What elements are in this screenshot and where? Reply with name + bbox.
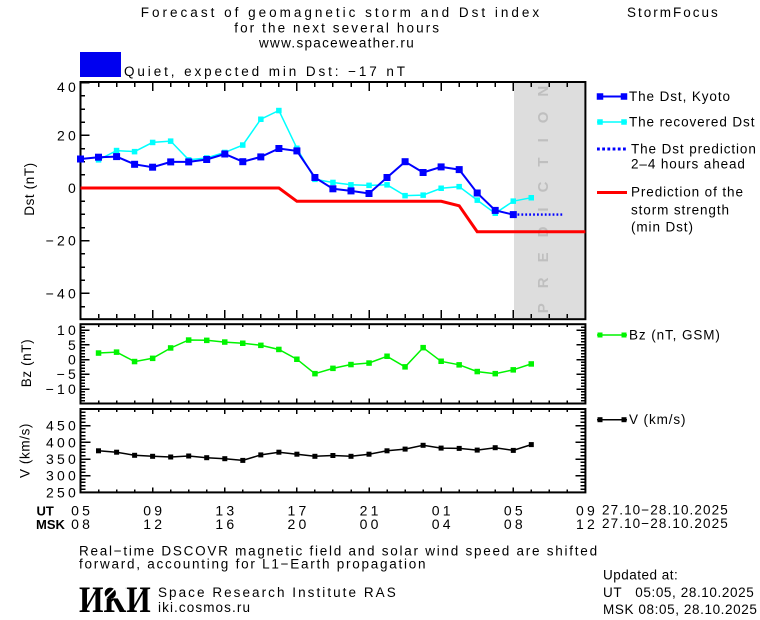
- svg-text:5: 5: [68, 337, 79, 353]
- svg-text:17: 17: [288, 503, 310, 519]
- svg-text:400: 400: [46, 434, 79, 450]
- svg-text:Dst (nT): Dst (nT): [22, 162, 37, 216]
- svg-text:www.spaceweather.ru: www.spaceweather.ru: [258, 36, 415, 51]
- svg-text:The Dst, Kyoto: The Dst, Kyoto: [629, 89, 731, 104]
- svg-text:−10: −10: [46, 381, 79, 397]
- svg-text:12: 12: [576, 516, 598, 532]
- svg-text:05: 05: [504, 503, 526, 519]
- svg-text:The recovered Dst: The recovered Dst: [629, 115, 755, 130]
- svg-text:2–4 hours ahead: 2–4 hours ahead: [631, 157, 746, 172]
- svg-text:Updated at:: Updated at:: [603, 568, 678, 583]
- svg-text:−40: −40: [46, 285, 79, 301]
- svg-text:Prediction of the: Prediction of the: [631, 185, 744, 200]
- svg-text:08: 08: [71, 516, 93, 532]
- svg-text:08: 08: [504, 516, 526, 532]
- svg-text:00: 00: [360, 516, 382, 532]
- svg-text:16: 16: [215, 516, 237, 532]
- svg-text:20: 20: [288, 516, 310, 532]
- svg-text:09: 09: [576, 503, 598, 519]
- svg-text:−20: −20: [46, 233, 79, 249]
- svg-text:forward, accounting for L1−Ear: forward, accounting for L1−Earth propaga…: [79, 557, 427, 572]
- svg-text:Forecast of geomagnetic storm: Forecast of geomagnetic storm and Dst in…: [141, 5, 542, 20]
- svg-text:20: 20: [57, 127, 79, 143]
- svg-text:Space Research Institute RAS: Space Research Institute RAS: [158, 585, 398, 600]
- svg-text:250: 250: [46, 484, 79, 500]
- svg-text:V (km/s): V (km/s): [629, 412, 686, 427]
- svg-text:MSK 08:05, 28.10.2025: MSK 08:05, 28.10.2025: [603, 602, 757, 617]
- svg-text:−5: −5: [57, 366, 79, 382]
- svg-text:UT: UT: [37, 504, 54, 519]
- svg-text:storm strength: storm strength: [631, 203, 730, 218]
- svg-text:04: 04: [432, 516, 454, 532]
- svg-text:Quiet, expected min Dst: −17 n: Quiet, expected min Dst: −17 nT: [124, 64, 408, 79]
- svg-text:350: 350: [46, 451, 79, 467]
- svg-text:13: 13: [215, 503, 237, 519]
- svg-text:MSK: MSK: [36, 517, 66, 532]
- svg-text:StormFocus: StormFocus: [627, 5, 720, 20]
- svg-text:01: 01: [432, 503, 454, 519]
- svg-text:V (km/s): V (km/s): [18, 423, 33, 478]
- svg-text:450: 450: [46, 418, 79, 434]
- svg-text:09: 09: [143, 503, 165, 519]
- svg-text:Bz (nT, GSM): Bz (nT, GSM): [629, 328, 721, 343]
- svg-text:Real−time DSCOVR magnetic fiel: Real−time DSCOVR magnetic field and sola…: [79, 544, 599, 559]
- svg-text:21: 21: [360, 503, 382, 519]
- svg-text:05: 05: [71, 503, 93, 519]
- svg-text:0: 0: [68, 352, 79, 368]
- svg-text:The Dst prediction: The Dst prediction: [631, 142, 757, 157]
- svg-text:40: 40: [57, 79, 79, 95]
- svg-text:UT 05:05, 28.10.2025: UT 05:05, 28.10.2025: [603, 585, 754, 600]
- svg-text:10: 10: [57, 322, 79, 338]
- svg-text:PREDICTION: PREDICTION: [535, 71, 552, 314]
- svg-text:300: 300: [46, 468, 79, 484]
- svg-text:12: 12: [143, 516, 165, 532]
- svg-text:0: 0: [68, 180, 79, 196]
- svg-text:(min Dst): (min Dst): [631, 220, 694, 235]
- svg-text:27.10−28.10.2025: 27.10−28.10.2025: [602, 516, 729, 531]
- svg-text:for the next several hours: for the next several hours: [234, 21, 441, 36]
- svg-text:iki.cosmos.ru: iki.cosmos.ru: [158, 600, 251, 615]
- svg-text:27.10−28.10.2025: 27.10−28.10.2025: [602, 503, 729, 518]
- svg-text:Bz (nT): Bz (nT): [19, 339, 34, 387]
